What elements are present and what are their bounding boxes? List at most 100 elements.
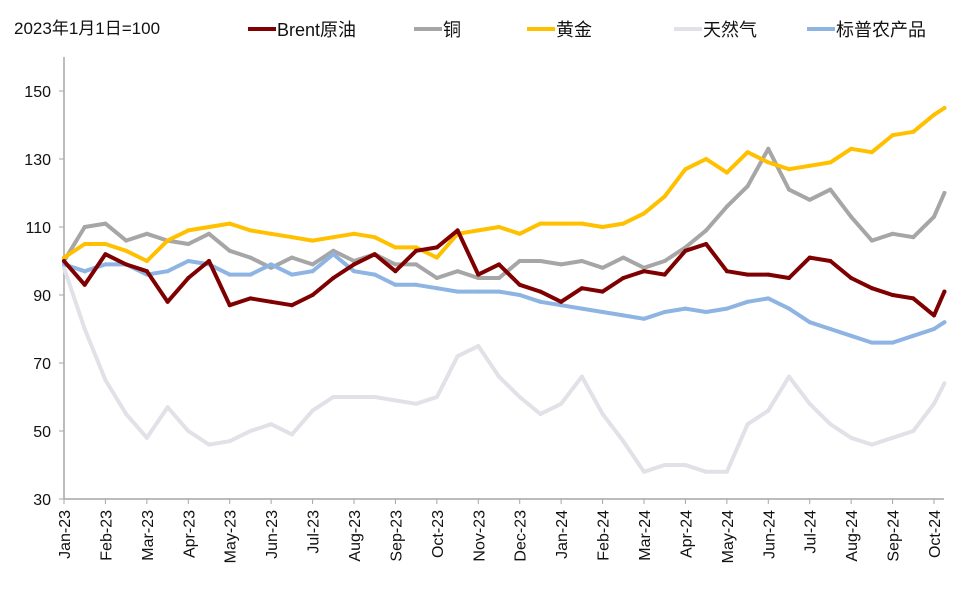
data-point-gold (165, 238, 170, 243)
data-point-natgas (517, 395, 522, 399)
data-point-brent (124, 262, 129, 267)
data-point-brent (248, 296, 253, 301)
data-point-natgas (942, 381, 947, 386)
data-point-gold (144, 259, 149, 263)
data-point-gold (745, 150, 750, 155)
data-point-gold (62, 255, 66, 260)
data-point-gold (559, 221, 564, 226)
data-point-copper (662, 259, 667, 263)
data-point-sp-agri (248, 272, 253, 277)
data-point-gold (476, 228, 481, 233)
data-point-gold (186, 228, 191, 233)
data-point-sp-agri (745, 299, 750, 304)
data-point-copper (393, 262, 398, 267)
x-tick-label: Feb-24 (596, 510, 613, 561)
data-point-sp-agri (559, 303, 564, 308)
legend-swatch-brent (248, 27, 276, 31)
data-point-brent (911, 296, 916, 301)
data-point-copper (621, 255, 626, 260)
data-point-sp-agri (227, 272, 232, 277)
data-point-brent (766, 272, 771, 277)
data-point-sp-agri (807, 320, 812, 325)
legend-item-brent: Brent原油 (248, 16, 356, 42)
data-point-gold (517, 231, 522, 236)
series-line-copper (62, 146, 947, 280)
data-point-brent (103, 252, 108, 257)
data-point-gold (538, 221, 543, 226)
data-point-natgas (289, 432, 294, 437)
x-tick-label: Jan-24 (554, 510, 571, 559)
data-point-sp-agri (828, 327, 833, 331)
data-point-natgas (310, 408, 315, 413)
data-point-copper (455, 269, 460, 274)
data-point-natgas (559, 401, 564, 406)
y-tick-label: 30 (33, 492, 51, 509)
data-point-sp-agri (890, 340, 895, 345)
x-tick-label: Apr-24 (678, 510, 695, 558)
data-point-brent (62, 259, 66, 263)
data-point-gold (704, 157, 709, 161)
data-point-copper (911, 235, 916, 240)
data-point-brent (538, 289, 543, 294)
data-point-sp-agri (310, 269, 315, 274)
data-point-natgas (890, 435, 895, 440)
x-tick-label: Oct-23 (430, 510, 447, 558)
x-tick-label: Sep-23 (388, 510, 405, 562)
data-point-gold (227, 221, 232, 226)
data-point-brent (331, 276, 336, 280)
data-point-copper (559, 262, 564, 267)
unit-note: 2023年1月1日=100 (14, 19, 161, 38)
data-point-copper (227, 248, 232, 253)
data-point-sp-agri (372, 272, 377, 277)
data-point-brent (683, 248, 688, 253)
data-point-copper (82, 225, 87, 229)
x-tick-label: May-23 (223, 510, 240, 563)
data-point-sp-agri (434, 286, 439, 291)
x-tick-label: Dec-23 (513, 510, 530, 562)
legend-swatch-natgas (674, 27, 703, 31)
data-point-brent (82, 282, 87, 287)
data-point-brent (310, 293, 315, 297)
data-point-natgas (766, 408, 771, 413)
data-point-gold (248, 228, 253, 233)
data-point-copper (248, 255, 253, 260)
data-point-copper (124, 238, 129, 243)
data-point-natgas (414, 401, 419, 406)
data-point-brent (849, 276, 854, 280)
data-point-copper (828, 187, 833, 192)
x-tick-label: May-24 (720, 510, 737, 563)
data-point-brent (559, 299, 564, 304)
data-point-natgas (683, 463, 688, 467)
data-point-brent (165, 299, 170, 304)
data-point-copper (787, 187, 791, 192)
data-point-gold (869, 150, 874, 155)
data-point-brent (352, 262, 356, 267)
data-point-brent (642, 269, 646, 274)
data-point-brent (704, 242, 709, 246)
data-point-brent (932, 313, 936, 318)
data-point-gold (331, 235, 336, 240)
data-point-natgas (600, 412, 605, 416)
data-point-natgas (393, 398, 398, 403)
data-point-natgas (331, 395, 336, 399)
data-point-sp-agri (869, 340, 874, 345)
data-point-brent (579, 286, 584, 291)
data-point-sp-agri (476, 289, 481, 294)
data-point-copper (869, 238, 874, 243)
legend-item-sp-agri: 标普农产品 (807, 16, 926, 42)
data-point-copper (289, 255, 294, 260)
data-point-gold (766, 160, 771, 165)
data-point-copper (745, 184, 750, 189)
data-point-brent (289, 303, 294, 308)
series-line-gold (62, 106, 947, 263)
data-point-gold (207, 225, 211, 229)
data-point-natgas (497, 374, 501, 379)
data-point-brent (207, 259, 211, 263)
data-point-brent (393, 269, 398, 274)
data-point-copper (704, 228, 709, 233)
data-point-natgas (642, 469, 646, 474)
data-point-natgas (807, 401, 812, 406)
data-point-natgas (869, 442, 874, 447)
series-line-natgas (62, 265, 947, 474)
data-point-gold (124, 248, 129, 253)
